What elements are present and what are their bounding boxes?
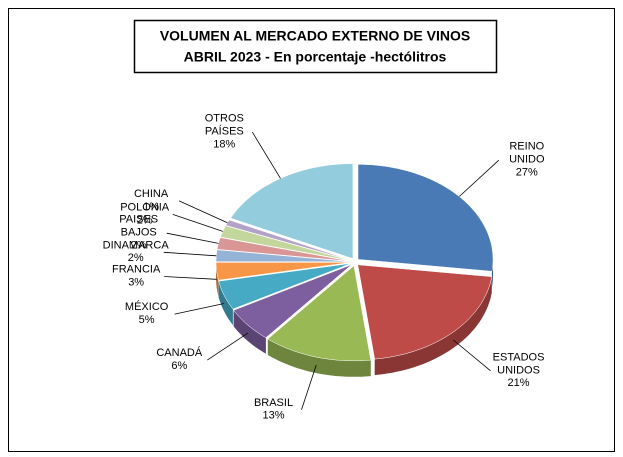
leader-line: [301, 364, 317, 410]
slice-side: [233, 310, 266, 354]
slice: [357, 264, 493, 360]
value-label: 2%: [128, 252, 144, 264]
slice: [218, 263, 352, 310]
value-label: 3%: [128, 276, 144, 288]
value-label: 5%: [139, 314, 155, 326]
leader-line: [166, 232, 219, 244]
slice-side: [218, 281, 233, 326]
leader-line: [172, 214, 223, 232]
category-label: MÉXICO: [125, 300, 169, 313]
chart-title: VOLUMEN AL MERCADO EXTERNO DE VINOS: [160, 28, 470, 44]
value-label: 2%: [131, 240, 147, 252]
slice-side: [374, 276, 492, 376]
slice-side: [216, 262, 219, 297]
value-label: 1%: [143, 201, 159, 213]
category-label: OTROS PAÍSES: [205, 112, 244, 137]
leader-line: [251, 131, 281, 179]
category-label: CHINA: [134, 188, 169, 200]
category-label: REINO UNIDO: [509, 141, 545, 166]
slice: [357, 164, 494, 272]
leader-line: [164, 276, 217, 280]
chart-subtitle: ABRIL 2023 - En porcentaje -hectólitros: [184, 49, 447, 65]
category-label: PAISES BAJOS: [119, 214, 158, 239]
slice: [215, 262, 352, 281]
title-box: [133, 19, 498, 74]
leader-line: [207, 332, 249, 361]
category-label: POLONIA: [120, 201, 170, 213]
value-label: 6%: [171, 360, 187, 372]
category-label: DINAMARCA: [103, 239, 170, 251]
value-label: 2%: [137, 214, 153, 226]
value-label: 27%: [516, 167, 538, 179]
category-label: CANADÁ: [156, 346, 203, 359]
slice: [267, 265, 372, 362]
leader-line: [453, 339, 491, 372]
leader-line: [178, 200, 228, 224]
category-label: FRANCIA: [112, 263, 161, 275]
value-label: 21%: [508, 377, 530, 389]
category-label: BRASIL: [254, 397, 293, 409]
leader-line: [163, 251, 217, 257]
slice: [233, 264, 353, 339]
leader-line: [459, 159, 500, 197]
category-label: ESTADOS UNIDOS: [493, 351, 545, 376]
value-label: 18%: [213, 138, 235, 150]
value-label: 13%: [263, 410, 285, 422]
leader-line: [174, 303, 225, 315]
